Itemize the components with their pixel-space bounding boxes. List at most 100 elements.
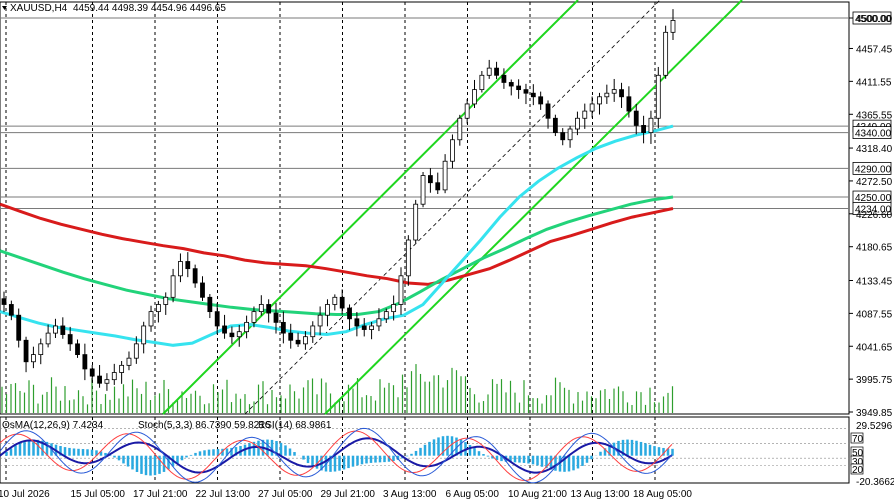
candle-body (597, 96, 602, 105)
time-label: 10 Aug 21:00 (508, 489, 567, 500)
price-tick-label: 4457.45 (856, 44, 893, 55)
candle-body (552, 117, 558, 133)
candle-body (163, 296, 169, 305)
price-tick-label: 4272.50 (856, 177, 893, 188)
candle-body (339, 296, 345, 309)
candle-body (479, 74, 485, 91)
indicator-tick-label: -20.3662 (856, 477, 894, 488)
level-label-box (852, 161, 892, 175)
candle-body (104, 379, 110, 384)
candle-body (450, 139, 455, 162)
level-label: 4290.00 (855, 164, 892, 175)
candle-body (442, 160, 448, 191)
candle-body (545, 103, 551, 119)
channel-lower-line (324, 0, 743, 415)
candle-body (236, 331, 242, 338)
candle-body (23, 339, 29, 363)
time-label: 3 Aug 13:00 (383, 489, 437, 500)
price-tick-label: 4087.55 (856, 309, 893, 320)
candle-body (207, 296, 213, 313)
ma-cyan-line (0, 124, 674, 347)
stoch-signal-line (0, 430, 673, 482)
candle-body (567, 128, 573, 141)
candles (1, 9, 676, 391)
candle-body (185, 261, 191, 270)
candle-body (16, 314, 22, 341)
candle-body (560, 132, 566, 141)
candle-body (288, 332, 294, 341)
candle-body (119, 364, 125, 373)
rsi-label: RSI(14) 68.9861 (258, 420, 332, 431)
candle-body (178, 261, 183, 277)
candle-body (663, 31, 669, 76)
level-label-box (852, 202, 892, 215)
candle-body (670, 19, 676, 33)
candle-body (633, 110, 639, 126)
candle-body (523, 89, 529, 94)
price-tick-label: 4226.60 (856, 210, 893, 221)
level-label: 4340.00 (855, 129, 892, 140)
price-tick-label: 3995.75 (856, 375, 893, 386)
candle-body (310, 325, 316, 338)
dropdown-arrow-icon[interactable] (2, 6, 7, 10)
candle-body (391, 304, 397, 313)
candle-body (53, 325, 58, 334)
time-label: 15 Jul 05:00 (71, 489, 126, 500)
candle-body (170, 275, 176, 298)
price-tick-label: 4133.45 (856, 277, 893, 288)
candle-body (89, 368, 95, 377)
candle-body (427, 175, 433, 184)
candle-body (8, 304, 14, 316)
level-label: 4234.00 (855, 205, 892, 216)
price-tick-label: 4411.55 (856, 77, 892, 88)
candle-body (258, 304, 264, 313)
candle-body (538, 96, 544, 105)
candle-body (354, 318, 360, 327)
candle-body (464, 103, 470, 119)
candle-body (361, 325, 367, 330)
main-plot-frame (0, 1, 850, 415)
candle-body (369, 325, 374, 330)
indicator-header: OsMA(12,26,9) 7.4234 Stoch(5,3,3) 86.739… (2, 420, 332, 431)
candle-body (141, 325, 147, 345)
candle-body (516, 85, 522, 91)
time-label: 17 Jul 21:00 (133, 489, 188, 500)
moving-averages (0, 124, 674, 347)
time-label: 27 Jul 05:00 (258, 489, 313, 500)
candle-body (111, 372, 117, 381)
candle-body (133, 343, 139, 359)
indicator-tick-box (850, 463, 864, 475)
candle-body (155, 304, 161, 313)
candle-body (273, 312, 279, 323)
candle-body (508, 82, 514, 87)
candle-body (405, 239, 411, 277)
price-tick-label: 4041.65 (856, 342, 893, 353)
time-label: 13 Aug 13:00 (571, 489, 630, 500)
osma-label: OsMA(12,26,9) 7.4234 (2, 420, 104, 431)
ohlc-values: 4459.44 4498.39 4454.96 4496.65 (73, 3, 226, 14)
candle-body (648, 117, 654, 133)
candle-body (38, 343, 44, 355)
indicator-tick-label: 20 (852, 465, 864, 476)
ma-red-line (0, 202, 674, 286)
candle-body (347, 307, 352, 320)
candle-body (457, 117, 463, 141)
candle-body (486, 67, 492, 76)
horizontal-levels: 4500.004349.004340.004290.004250.004234.… (0, 11, 892, 216)
candle-body (494, 67, 499, 76)
candle-body (75, 343, 80, 355)
price-axis: 4500.00 4457.45 4411.55 4365.55 4318.40 4272.… (849, 14, 893, 419)
candle-body (655, 74, 661, 119)
indicator-tick-label: 70 (852, 434, 864, 445)
candle-body (472, 89, 477, 105)
candle-body (148, 311, 154, 327)
candle-body (67, 334, 73, 345)
candle-body (332, 296, 338, 305)
price-tick-label: 4180.65 (856, 243, 893, 254)
candle-body (626, 96, 632, 112)
time-label: 22 Jul 13:00 (196, 489, 251, 500)
time-axis: 10 Jul 2026 15 Jul 05:00 17 Jul 21:00 22 Ju… (0, 489, 692, 500)
candle-body (589, 103, 595, 112)
